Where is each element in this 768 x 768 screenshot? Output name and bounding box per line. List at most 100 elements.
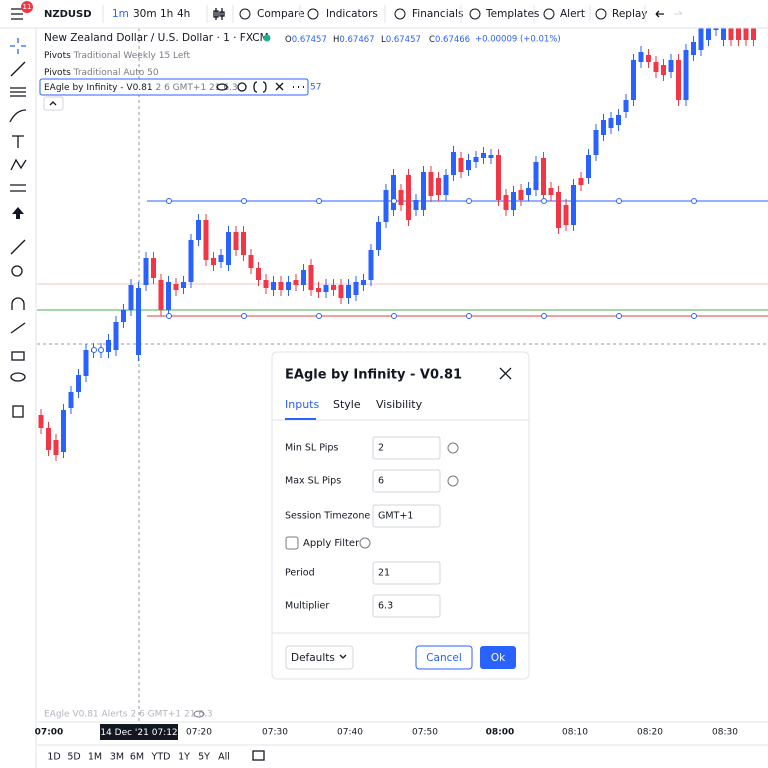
checkbox[interactable] <box>285 536 299 550</box>
redo[interactable] <box>674 10 683 15</box>
handle[interactable] <box>691 198 697 204</box>
input-box[interactable] <box>372 594 441 618</box>
handle[interactable] <box>466 313 472 319</box>
range-button[interactable]: All <box>218 752 230 763</box>
toolbar-button[interactable]: Compare <box>257 8 305 20</box>
candle <box>481 153 486 158</box>
ruler-tool[interactable] <box>10 239 26 255</box>
draw-lock[interactable] <box>10 322 26 334</box>
input-box[interactable] <box>372 436 441 460</box>
range-button[interactable]: 6M <box>130 752 144 763</box>
brush-tool[interactable] <box>9 109 27 123</box>
candle <box>421 172 426 210</box>
eye-tool[interactable] <box>10 372 26 382</box>
candle <box>751 28 756 40</box>
input-box[interactable] <box>372 504 441 528</box>
badge <box>21 1 33 13</box>
handle[interactable] <box>241 198 247 204</box>
defaults-button[interactable] <box>285 645 354 670</box>
handle[interactable] <box>166 313 172 319</box>
candle <box>488 155 494 158</box>
menu-button[interactable] <box>11 8 23 20</box>
interval[interactable]: 1m <box>112 8 129 20</box>
handle[interactable] <box>98 347 104 353</box>
candle <box>691 42 696 55</box>
forecast-tool[interactable] <box>10 184 26 192</box>
status-eye[interactable] <box>193 710 205 718</box>
close-button[interactable] <box>499 367 512 380</box>
trash-tool[interactable] <box>12 405 24 418</box>
candle <box>668 60 674 72</box>
zoom-tool[interactable] <box>11 265 23 277</box>
text-tool[interactable] <box>12 135 24 148</box>
handle[interactable] <box>391 313 397 319</box>
handle[interactable] <box>466 198 472 204</box>
candle <box>428 172 434 196</box>
candle <box>413 200 419 210</box>
remove-button[interactable] <box>275 82 284 91</box>
time-axis: 07:00 07:20 07:30 07:40 07:50 08:00 08:10 08:20… <box>35 728 739 738</box>
handle[interactable] <box>616 198 622 204</box>
lock-tool[interactable] <box>11 351 25 361</box>
handle[interactable] <box>541 198 547 204</box>
collapse-button[interactable] <box>43 96 64 111</box>
toolbar-button[interactable]: Indicators <box>326 8 378 20</box>
range-button[interactable]: 1D <box>47 752 60 763</box>
ohlc-value: 0.67467 <box>339 35 374 45</box>
pattern-tool[interactable] <box>10 158 27 171</box>
interval[interactable]: 1h <box>160 8 173 20</box>
trend-tool[interactable] <box>10 61 26 77</box>
toolbar-icon <box>595 8 607 20</box>
handle[interactable] <box>691 313 697 319</box>
symbol[interactable]: NZDUSD <box>44 9 92 20</box>
handle[interactable] <box>91 347 97 353</box>
tab[interactable]: Style <box>333 398 361 411</box>
range-button[interactable]: 5Y <box>198 752 210 763</box>
tab[interactable]: Visibility <box>376 398 423 411</box>
arrow-tool[interactable] <box>12 207 24 219</box>
info-icon <box>447 442 459 454</box>
chart-type[interactable] <box>213 8 225 20</box>
candle <box>361 280 366 285</box>
tab[interactable]: Inputs <box>285 398 319 411</box>
input-box[interactable] <box>372 469 441 493</box>
range-button[interactable]: 1Y <box>178 752 190 763</box>
handle[interactable] <box>541 313 547 319</box>
source-button[interactable] <box>253 81 267 93</box>
handle[interactable] <box>166 198 172 204</box>
toolbar-button[interactable]: Alert <box>560 8 585 20</box>
candle <box>578 178 584 185</box>
handle[interactable] <box>241 313 247 319</box>
ok-button[interactable] <box>480 646 516 669</box>
input-value: 2 <box>378 443 384 454</box>
interval[interactable]: 30m <box>133 8 157 20</box>
toolbar-button[interactable]: Financials <box>412 8 463 20</box>
toolbar-icon <box>543 8 555 20</box>
handle[interactable] <box>316 198 322 204</box>
time-label: 07:30 <box>262 728 288 738</box>
crosshair-tool[interactable] <box>10 38 26 54</box>
input-value: GMT+1 <box>378 511 413 522</box>
cancel-button[interactable] <box>415 645 473 670</box>
range-button[interactable]: 1M <box>88 752 102 763</box>
fib-tool[interactable] <box>10 87 26 97</box>
hide-button[interactable] <box>216 83 228 91</box>
candle <box>113 322 119 350</box>
magnet-tool[interactable] <box>11 297 25 310</box>
goto-date[interactable] <box>252 750 265 761</box>
handle[interactable] <box>391 198 397 204</box>
range-button[interactable]: 3M <box>110 752 124 763</box>
toolbar-button[interactable]: Templates <box>485 8 539 20</box>
interval[interactable]: 4h <box>177 8 190 20</box>
undo[interactable] <box>655 10 664 18</box>
range-button[interactable]: YTD <box>151 752 171 763</box>
toolbar-button[interactable]: Replay <box>612 8 648 20</box>
range-button[interactable]: 5D <box>67 752 80 763</box>
candle <box>233 232 239 250</box>
ohlc-item: L0.67457 <box>381 35 421 45</box>
input-box[interactable] <box>372 561 441 585</box>
time-label: 08:30 <box>712 728 738 738</box>
handle[interactable] <box>616 313 622 319</box>
handle[interactable] <box>316 313 322 319</box>
settings-button[interactable] <box>237 82 247 92</box>
